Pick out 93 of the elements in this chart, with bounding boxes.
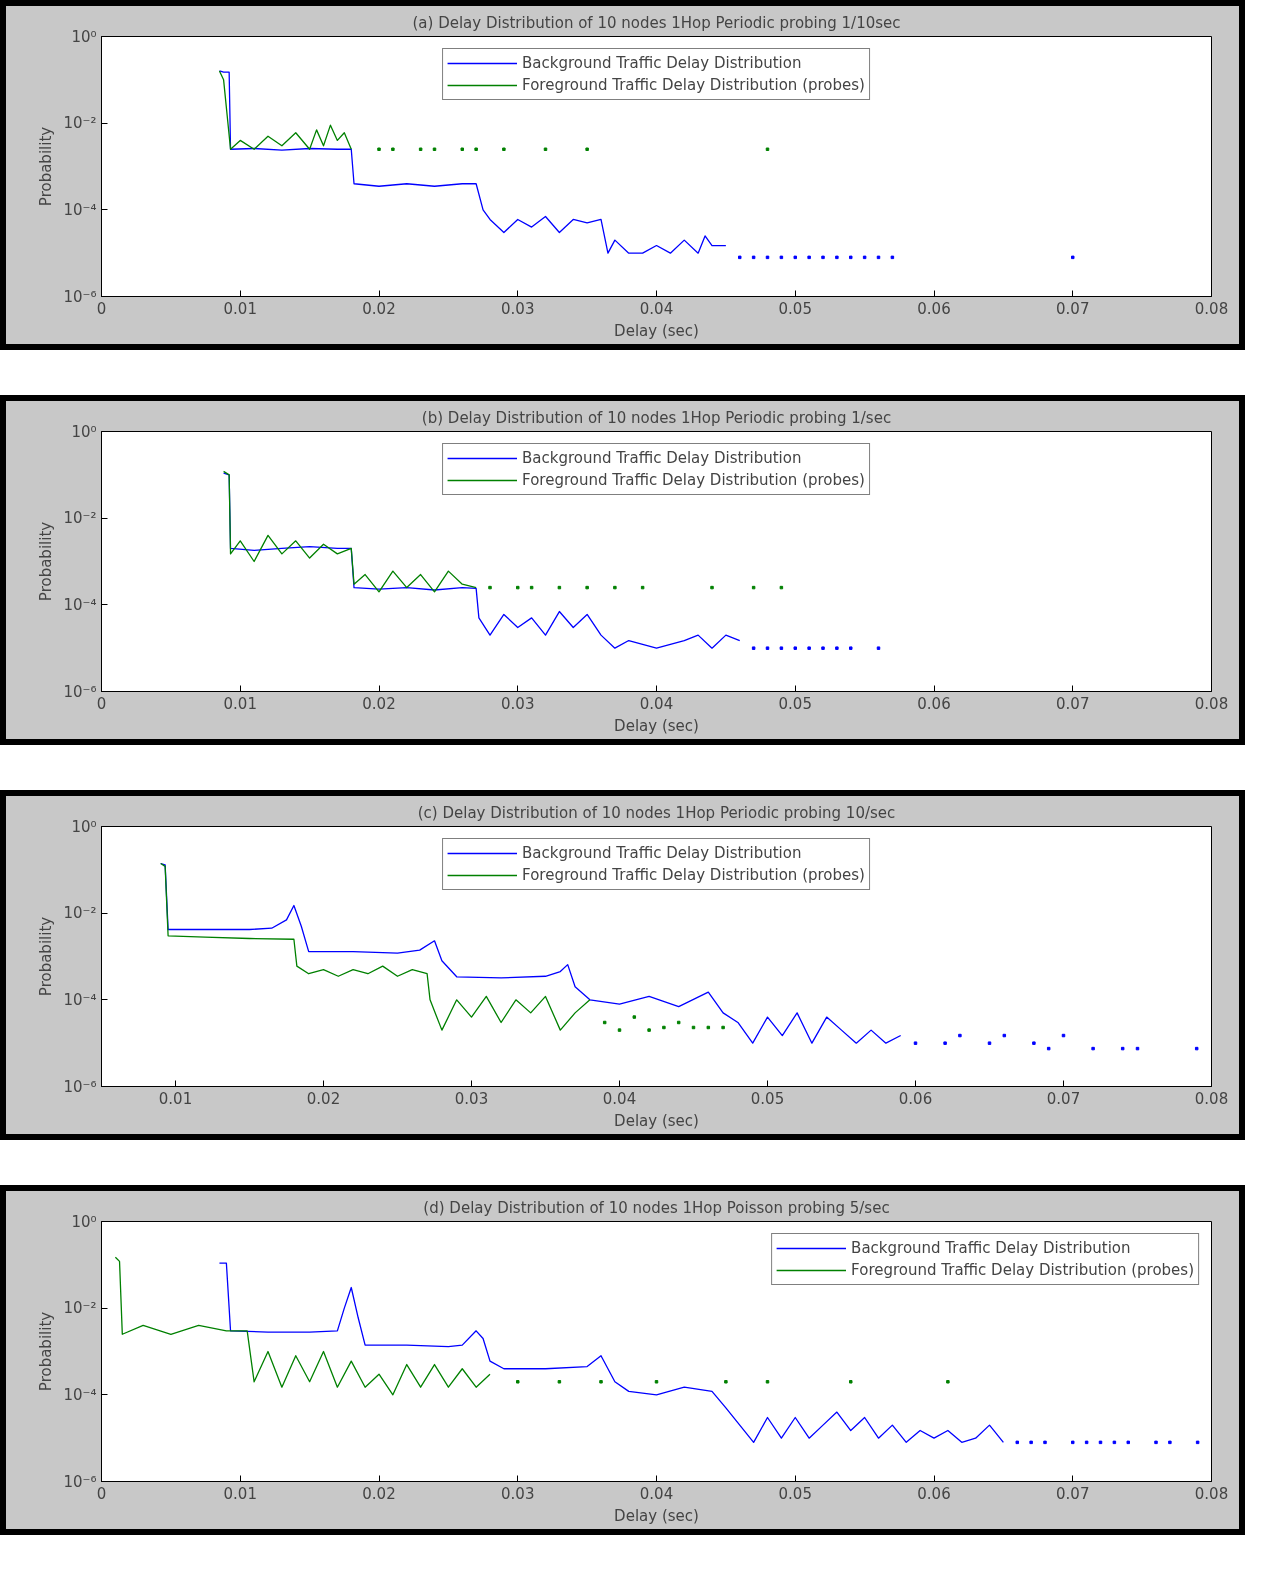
y-tick-label: 10⁻⁴ <box>63 1385 97 1404</box>
point <box>662 1025 666 1030</box>
x-tick-label: 0.07 <box>1056 694 1090 713</box>
point <box>1194 1046 1199 1051</box>
x-tick-label: 0.07 <box>1056 1484 1090 1503</box>
legend-label: Foreground Traffic Delay Distribution (probes) <box>851 1261 1194 1279</box>
x-tick-label: 0.05 <box>778 299 812 318</box>
legend-label: Background Traffic Delay Distribution <box>522 54 802 72</box>
x-tick-label: 0.08 <box>1194 694 1229 713</box>
x-tick-label: 0.04 <box>639 694 674 713</box>
x-axis-title: Delay (sec) <box>614 321 699 340</box>
y-tick-label: 10⁻⁴ <box>63 595 97 614</box>
chart-title: (b) Delay Distribution of 10 nodes 1Hop Periodic probing 1/sec <box>421 408 892 427</box>
line-series <box>218 70 352 150</box>
legend-label: Foreground Traffic Delay Distribution (probes) <box>522 866 865 884</box>
x-tick-label: 0.08 <box>1194 299 1229 318</box>
y-tick-label: 10⁻² <box>63 1299 97 1318</box>
x-tick-label: 0.01 <box>223 299 257 318</box>
x-tick-label: 0.02 <box>362 299 396 318</box>
x-tick-label: 0.01 <box>223 694 257 713</box>
point <box>1002 1033 1007 1038</box>
chart-title: (d) Delay Distribution of 10 nodes 1Hop Poisson probing 5/sec <box>423 1198 890 1217</box>
x-tick-label: 0.05 <box>750 1089 785 1108</box>
x-tick-label: 0.06 <box>898 1089 933 1108</box>
y-axis-title: Probability <box>37 916 56 997</box>
point <box>602 1020 607 1025</box>
x-tick-label: 0.04 <box>639 299 674 318</box>
point <box>943 1041 947 1045</box>
y-tick-label: 10⁰ <box>71 1212 97 1231</box>
legend-label: Foreground Traffic Delay Distribution (probes) <box>522 471 865 489</box>
legend-label: Background Traffic Delay Distribution <box>851 1239 1131 1257</box>
y-tick-label: 10⁻⁶ <box>63 1472 97 1491</box>
x-tick-label: 0.04 <box>639 1484 674 1503</box>
point <box>632 1015 637 1019</box>
point <box>1120 1046 1125 1051</box>
x-tick-label: 0.03 <box>501 1484 535 1503</box>
y-tick-label: 10⁻⁶ <box>63 682 97 701</box>
y-axis-title: Probability <box>37 521 56 602</box>
x-tick-label: 0 <box>96 1484 107 1503</box>
y-tick-label: 10⁻² <box>63 904 97 923</box>
point <box>958 1033 962 1038</box>
chart-title: (a) Delay Distribution of 10 nodes 1Hop Periodic probing 1/10sec <box>412 13 901 32</box>
x-tick-label: 0.02 <box>362 1484 396 1503</box>
y-tick-label: 10⁻² <box>63 509 97 528</box>
x-axis-title: Delay (sec) <box>614 1506 699 1525</box>
x-tick-label: 0.04 <box>602 1089 637 1108</box>
y-tick-label: 10⁰ <box>71 817 97 836</box>
legend-label: Background Traffic Delay Distribution <box>522 844 802 862</box>
y-tick-label: 10⁻⁶ <box>63 1077 97 1096</box>
x-tick-label: 0.05 <box>778 1484 812 1503</box>
legend-label: Background Traffic Delay Distribution <box>522 449 802 467</box>
x-tick-label: 0.03 <box>501 299 535 318</box>
y-tick-label: 10⁰ <box>71 27 97 46</box>
point <box>706 1025 711 1030</box>
point <box>617 1028 622 1032</box>
y-axis-title: Probability <box>37 1311 56 1392</box>
x-tick-label: 0.03 <box>501 694 535 713</box>
y-tick-label: 10⁻⁴ <box>63 990 97 1009</box>
x-tick-label: 0.06 <box>917 299 951 318</box>
x-tick-label: 0.03 <box>454 1089 489 1108</box>
line-series <box>222 470 477 593</box>
line-series <box>160 862 902 1044</box>
point <box>1032 1041 1036 1045</box>
point <box>676 1020 681 1025</box>
chart-title: (c) Delay Distribution of 10 nodes 1Hop Periodic probing 10/sec <box>417 803 896 822</box>
x-tick-label: 0.02 <box>362 694 396 713</box>
point <box>1091 1046 1095 1051</box>
point <box>913 1041 918 1045</box>
x-tick-label: 0 <box>96 694 107 713</box>
x-tick-label: 0.02 <box>306 1089 341 1108</box>
y-tick-label: 10⁻⁴ <box>63 200 97 219</box>
y-tick-label: 10⁰ <box>71 422 97 441</box>
line-series <box>114 1256 491 1396</box>
x-tick-label: 0.08 <box>1194 1484 1229 1503</box>
x-tick-label: 0 <box>96 299 107 318</box>
x-tick-label: 0.06 <box>917 694 951 713</box>
point <box>1046 1046 1051 1051</box>
x-axis-title: Delay (sec) <box>614 1111 699 1130</box>
x-tick-label: 0.01 <box>223 1484 257 1503</box>
point <box>647 1028 651 1032</box>
x-tick-label: 0.07 <box>1056 299 1090 318</box>
x-tick-label: 0.07 <box>1046 1089 1081 1108</box>
y-axis-title: Probability <box>37 126 56 207</box>
x-tick-label: 0.01 <box>158 1089 193 1108</box>
x-tick-label: 0.06 <box>917 1484 951 1503</box>
y-tick-label: 10⁻² <box>63 114 97 133</box>
y-tick-label: 10⁻⁶ <box>63 287 97 306</box>
point <box>721 1025 725 1030</box>
x-tick-label: 0.05 <box>778 694 812 713</box>
x-tick-label: 0.08 <box>1194 1089 1229 1108</box>
legend-label: Foreground Traffic Delay Distribution (probes) <box>522 76 865 94</box>
x-axis-title: Delay (sec) <box>614 716 699 735</box>
point <box>987 1041 992 1045</box>
